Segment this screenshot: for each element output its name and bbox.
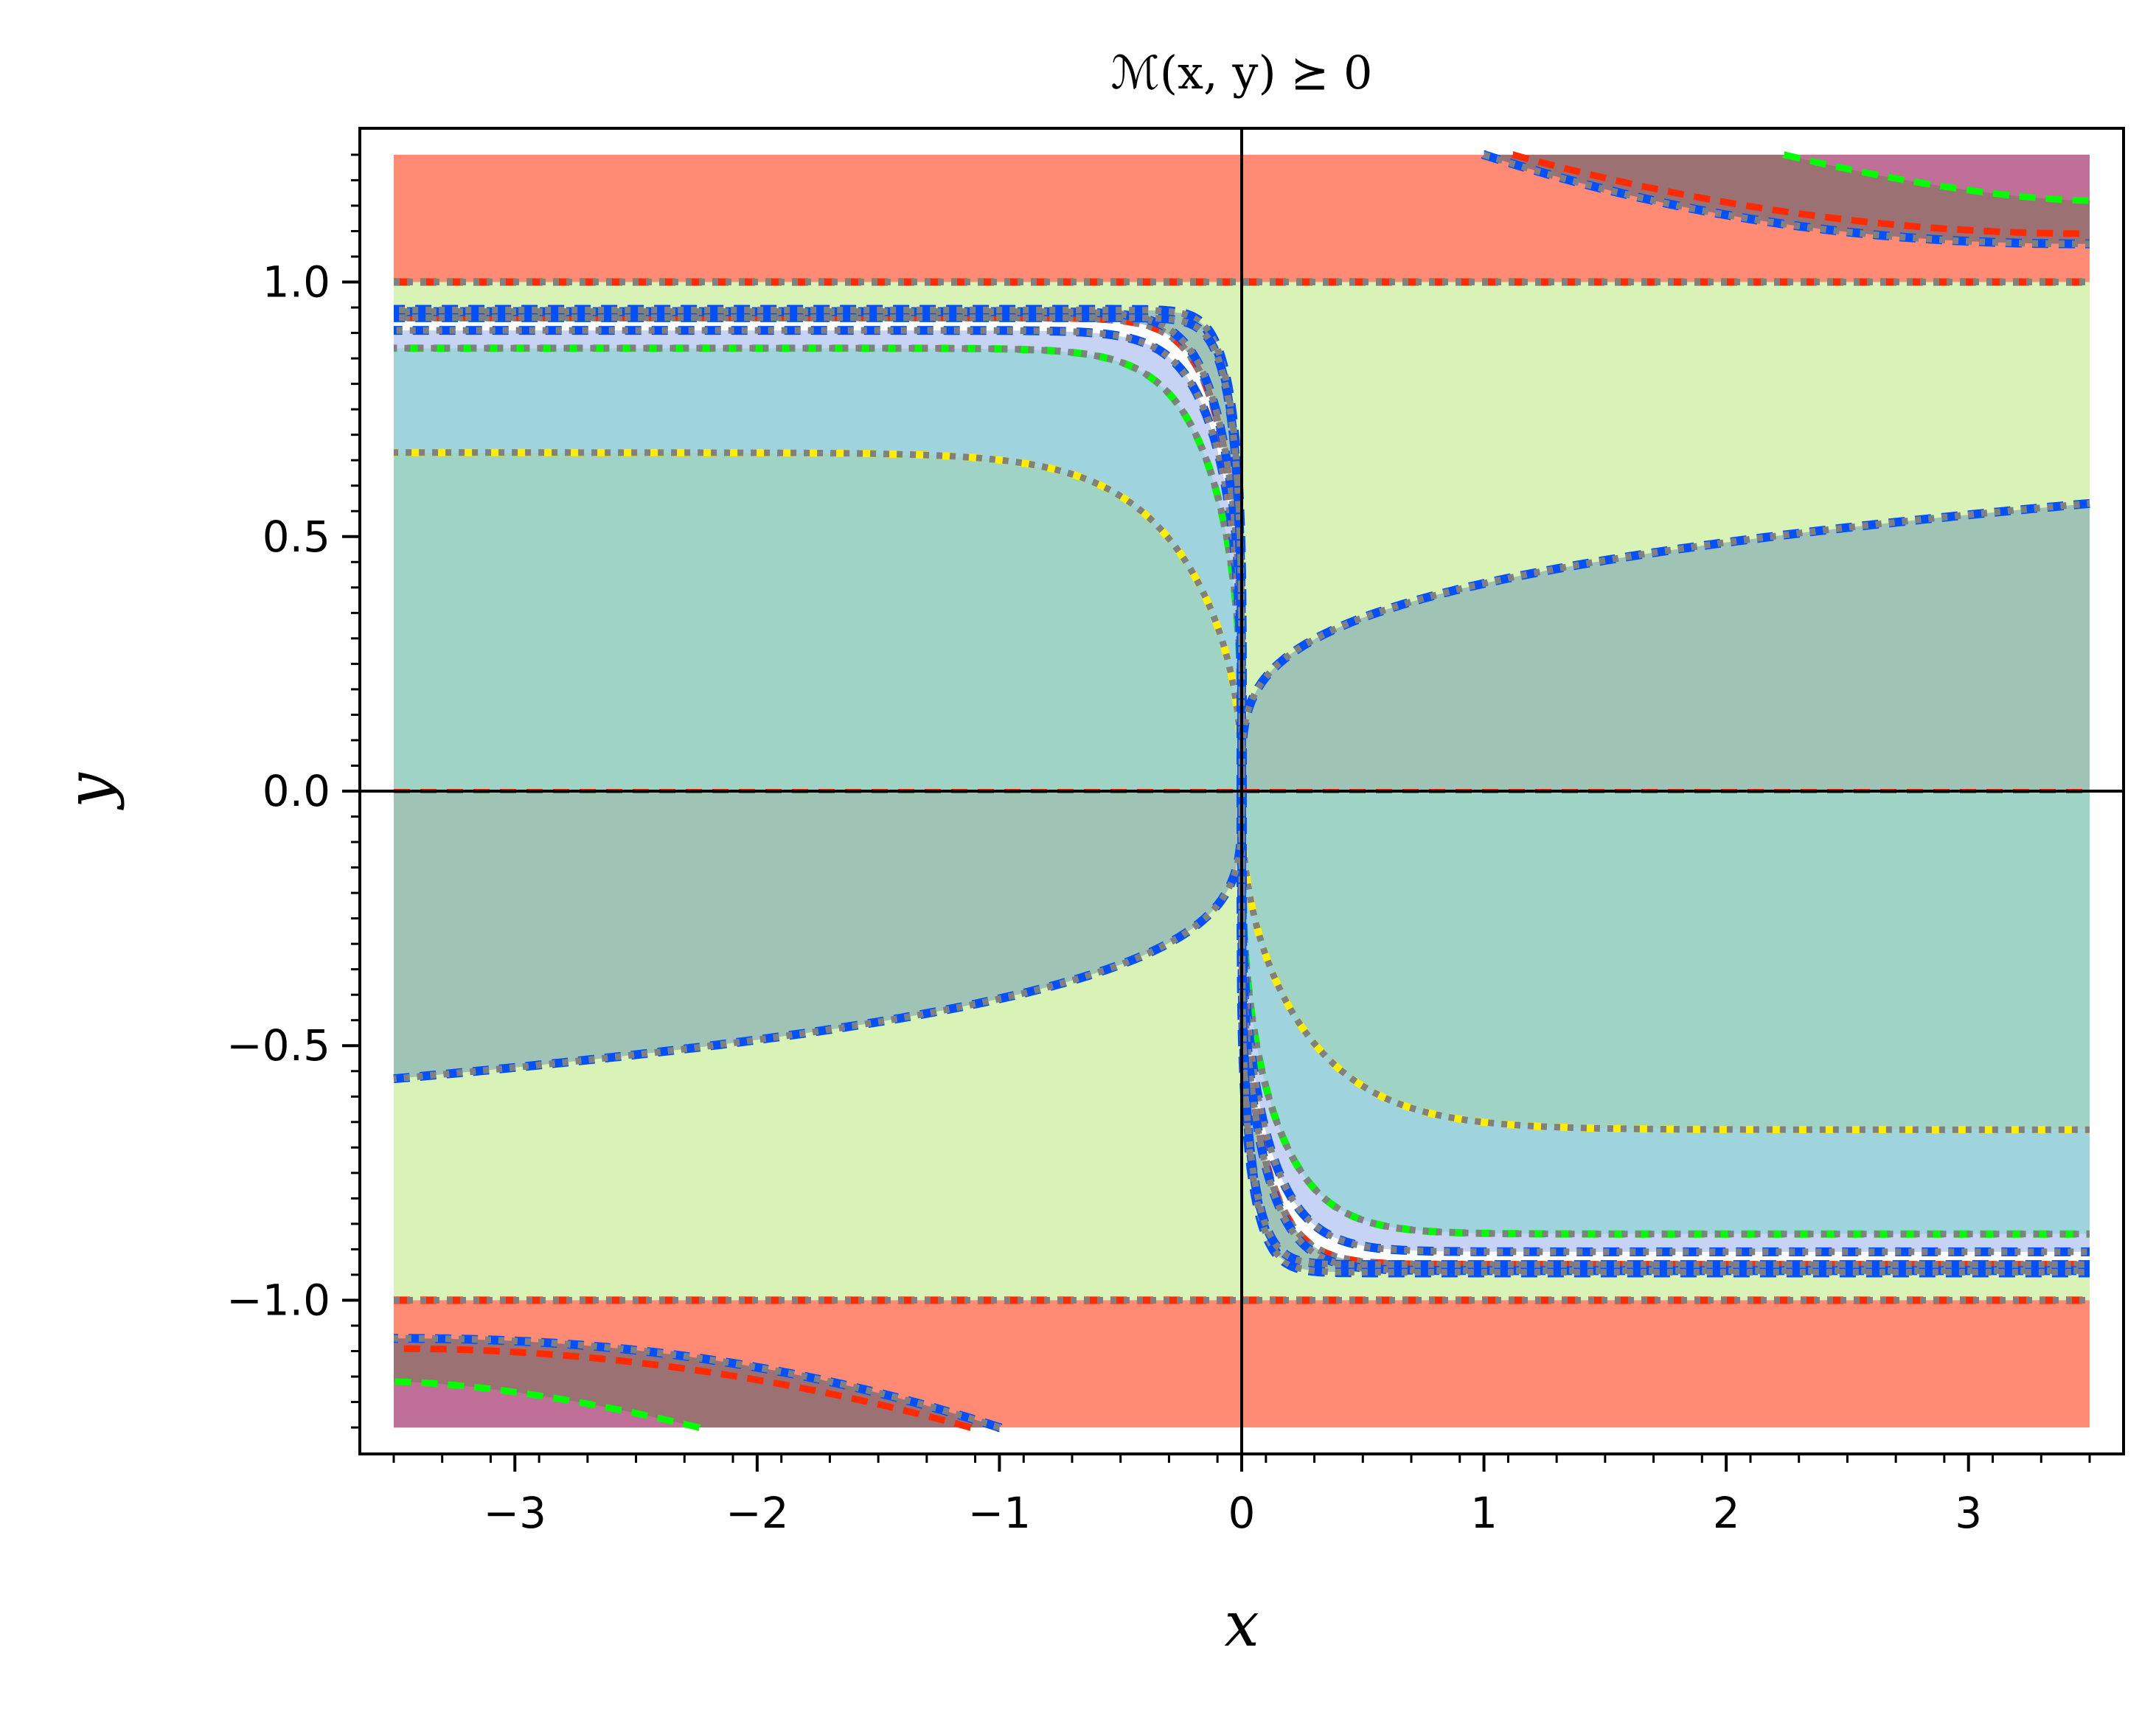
plot-area <box>360 128 2124 1454</box>
outer-green-boundary-dots-left <box>394 1381 699 1428</box>
x-tick-label: −2 <box>726 1488 789 1538</box>
region-inner-2-left <box>394 348 1242 791</box>
chart-title: ℳ(x, y) ⪰ 0 <box>1111 46 1373 100</box>
conjugate-boundary-right <box>1237 498 2090 791</box>
y-tick-label: 0.0 <box>262 766 330 816</box>
x-tick-label: 2 <box>1713 1488 1740 1538</box>
y-tick-label: 1.0 <box>262 257 330 307</box>
x-tick-label: −3 <box>484 1488 547 1538</box>
y-tick-label: −0.5 <box>226 1020 330 1071</box>
blue-outer-boundary-b-left <box>394 313 1246 799</box>
blue-outer-boundary-dots-right <box>1238 791 2090 1276</box>
x-tick-label: 1 <box>1470 1488 1498 1538</box>
blue-outer-boundary-right <box>1237 791 2090 1278</box>
region-outer-tip-left <box>394 1382 699 1428</box>
blue-inner-boundary-dots-left <box>394 327 1245 791</box>
x-tick-label: −1 <box>968 1488 1032 1538</box>
green-boundary-dots-right <box>1238 791 2090 1238</box>
y-tick-label: 0.5 <box>262 512 330 562</box>
x-axis-ticks: −3 −2 −1 0 1 2 3 <box>392 1454 2091 1538</box>
boundary-curves <box>393 150 2090 1433</box>
conjugate-boundary-left <box>393 791 1246 1084</box>
y-axis-label: y <box>53 772 125 811</box>
outer-blue-boundary-dots-right <box>1481 151 2090 248</box>
x-tick-label: 0 <box>1228 1488 1256 1538</box>
region-conjugate-left <box>394 791 1242 1079</box>
region-conjugate-right <box>1242 503 2090 791</box>
y-tick-label: −1.0 <box>226 1275 330 1325</box>
region-inner-3-right <box>1242 791 2090 1252</box>
green-boundary-dots-left <box>394 344 1245 791</box>
outer-red-boundary-dots-right <box>1513 154 2090 234</box>
yellow-boundary-dots-left <box>394 449 1245 791</box>
blue-outer-boundary-b-dots-left <box>394 314 1245 799</box>
region-inner-3-left <box>394 330 1242 792</box>
x-axis-label: x <box>1224 1588 1259 1660</box>
region-inner-2-right <box>1242 791 2090 1234</box>
blue-outer-boundary-dots-left <box>394 307 1245 791</box>
yellow-boundary-dots-right <box>1238 791 2090 1133</box>
blue-outer-boundary-left <box>394 305 1247 791</box>
x-tick-label: 3 <box>1955 1488 1982 1538</box>
region-inner-1-right <box>1242 791 2090 1130</box>
zero-lines <box>360 128 2124 1454</box>
outer-red-boundary-right <box>1510 151 2090 237</box>
region-inner-1-left <box>394 452 1242 791</box>
outer-red-boundary-dots-left <box>394 1349 970 1428</box>
blue-outer-boundary-b-dots-right <box>1238 783 2090 1268</box>
blue-inner-boundary-dots-right <box>1238 791 2090 1256</box>
outer-green-boundary-dots-right <box>1784 154 2090 201</box>
y-axis-ticks: −1.0 −0.5 0.0 0.5 1.0 <box>226 153 360 1429</box>
blue-outer-boundary-b-right <box>1237 783 2090 1270</box>
outer-blue-boundary-dots-left <box>394 1335 1002 1431</box>
region-outer-tip-right <box>1784 154 2090 201</box>
outer-red-boundary-left <box>394 1345 973 1431</box>
